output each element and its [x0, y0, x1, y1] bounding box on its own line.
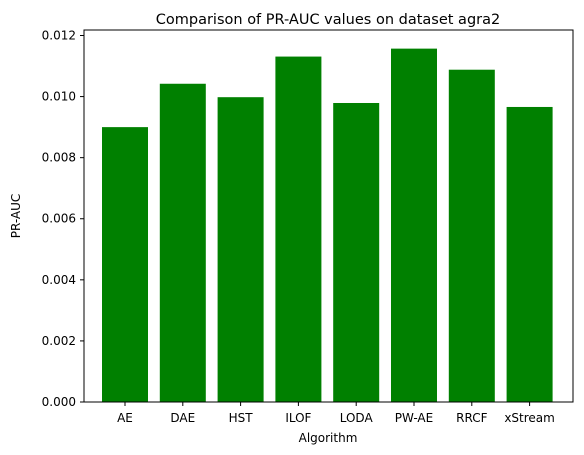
x-axis-ticks: AE DAE HST ILOF LODA PW-AE RRCF xStream	[117, 402, 555, 425]
bar-xstream	[506, 106, 553, 402]
axes-frame	[83, 29, 574, 403]
bars-group	[102, 48, 553, 403]
bar-dae	[159, 83, 206, 402]
bar-hst	[217, 97, 264, 403]
x-tick-label: ILOF	[285, 411, 311, 425]
x-tick-label: HST	[229, 411, 254, 425]
y-tick-label: 0.002	[42, 334, 76, 348]
bar-ilof	[275, 56, 322, 402]
y-tick-label: 0.012	[42, 28, 76, 42]
x-tick-label: xStream	[504, 411, 555, 425]
y-tick-label: 0.010	[42, 90, 76, 104]
y-tick-label: 0.000	[42, 395, 76, 409]
y-axis-label: PR-AUC	[9, 194, 23, 239]
x-tick-label: PW-AE	[395, 411, 433, 425]
bar-loda	[333, 102, 380, 403]
x-tick-label: AE	[117, 411, 133, 425]
y-tick-label: 0.006	[42, 212, 76, 226]
bar-pw-ae	[391, 48, 437, 402]
bar-rrcf	[448, 69, 495, 402]
x-tick-label: DAE	[170, 411, 195, 425]
y-axis-ticks: 0.000 0.002 0.004 0.006 0.008 0.010 0.012	[42, 28, 84, 409]
y-tick-label: 0.008	[42, 151, 76, 165]
x-tick-label: LODA	[340, 411, 374, 425]
bar-ae	[102, 127, 148, 402]
y-tick-label: 0.004	[42, 273, 76, 287]
chart-title: Comparison of PR-AUC values on dataset a…	[156, 12, 500, 28]
x-axis-label: Algorithm	[299, 431, 358, 445]
x-tick-label: RRCF	[456, 411, 487, 425]
